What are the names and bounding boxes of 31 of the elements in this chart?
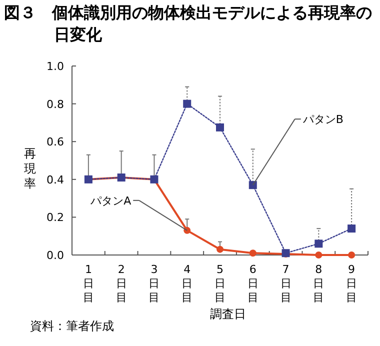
point: [315, 252, 322, 258]
x-axis-title: 調査日: [210, 307, 246, 321]
text: パタンB: [302, 113, 344, 126]
point: [348, 252, 356, 258]
point: [248, 181, 257, 190]
point: [183, 100, 192, 108]
x-tick-label: 1日目: [82, 263, 94, 304]
x-tick-label: 9日目: [346, 263, 358, 304]
x-tick-label: 6日目: [247, 263, 258, 304]
y-tick-label: 0.6: [46, 136, 64, 149]
x-tick-label: 2日目: [116, 263, 127, 304]
y-tick-label: 0.4: [46, 173, 64, 186]
x-tick-label: 4日目: [182, 263, 193, 304]
chart-title: 図３ 個体識別用の物体検出モデルによる再現率の日変化: [4, 2, 373, 46]
series-label: パタンA: [90, 194, 132, 208]
y-tick-label: 0.8: [46, 98, 64, 111]
point: [249, 250, 256, 257]
point: [348, 224, 356, 233]
point: [314, 240, 323, 248]
y-tick-label: 1.0: [46, 60, 64, 73]
x-tick-label: 8日目: [313, 263, 324, 304]
x-tick-label: 3日目: [148, 263, 160, 304]
x-tick-label: 7日目: [280, 263, 292, 304]
point: [216, 246, 224, 253]
y-tick-label: 0.2: [46, 211, 64, 224]
point: [184, 226, 191, 234]
point: [216, 123, 224, 132]
y-axis-title: 再現率: [24, 146, 36, 190]
x-tick-label: 5日目: [214, 263, 226, 304]
y-tick-label: 0.0: [46, 249, 64, 262]
text: 資料：筆者作成: [30, 318, 114, 335]
